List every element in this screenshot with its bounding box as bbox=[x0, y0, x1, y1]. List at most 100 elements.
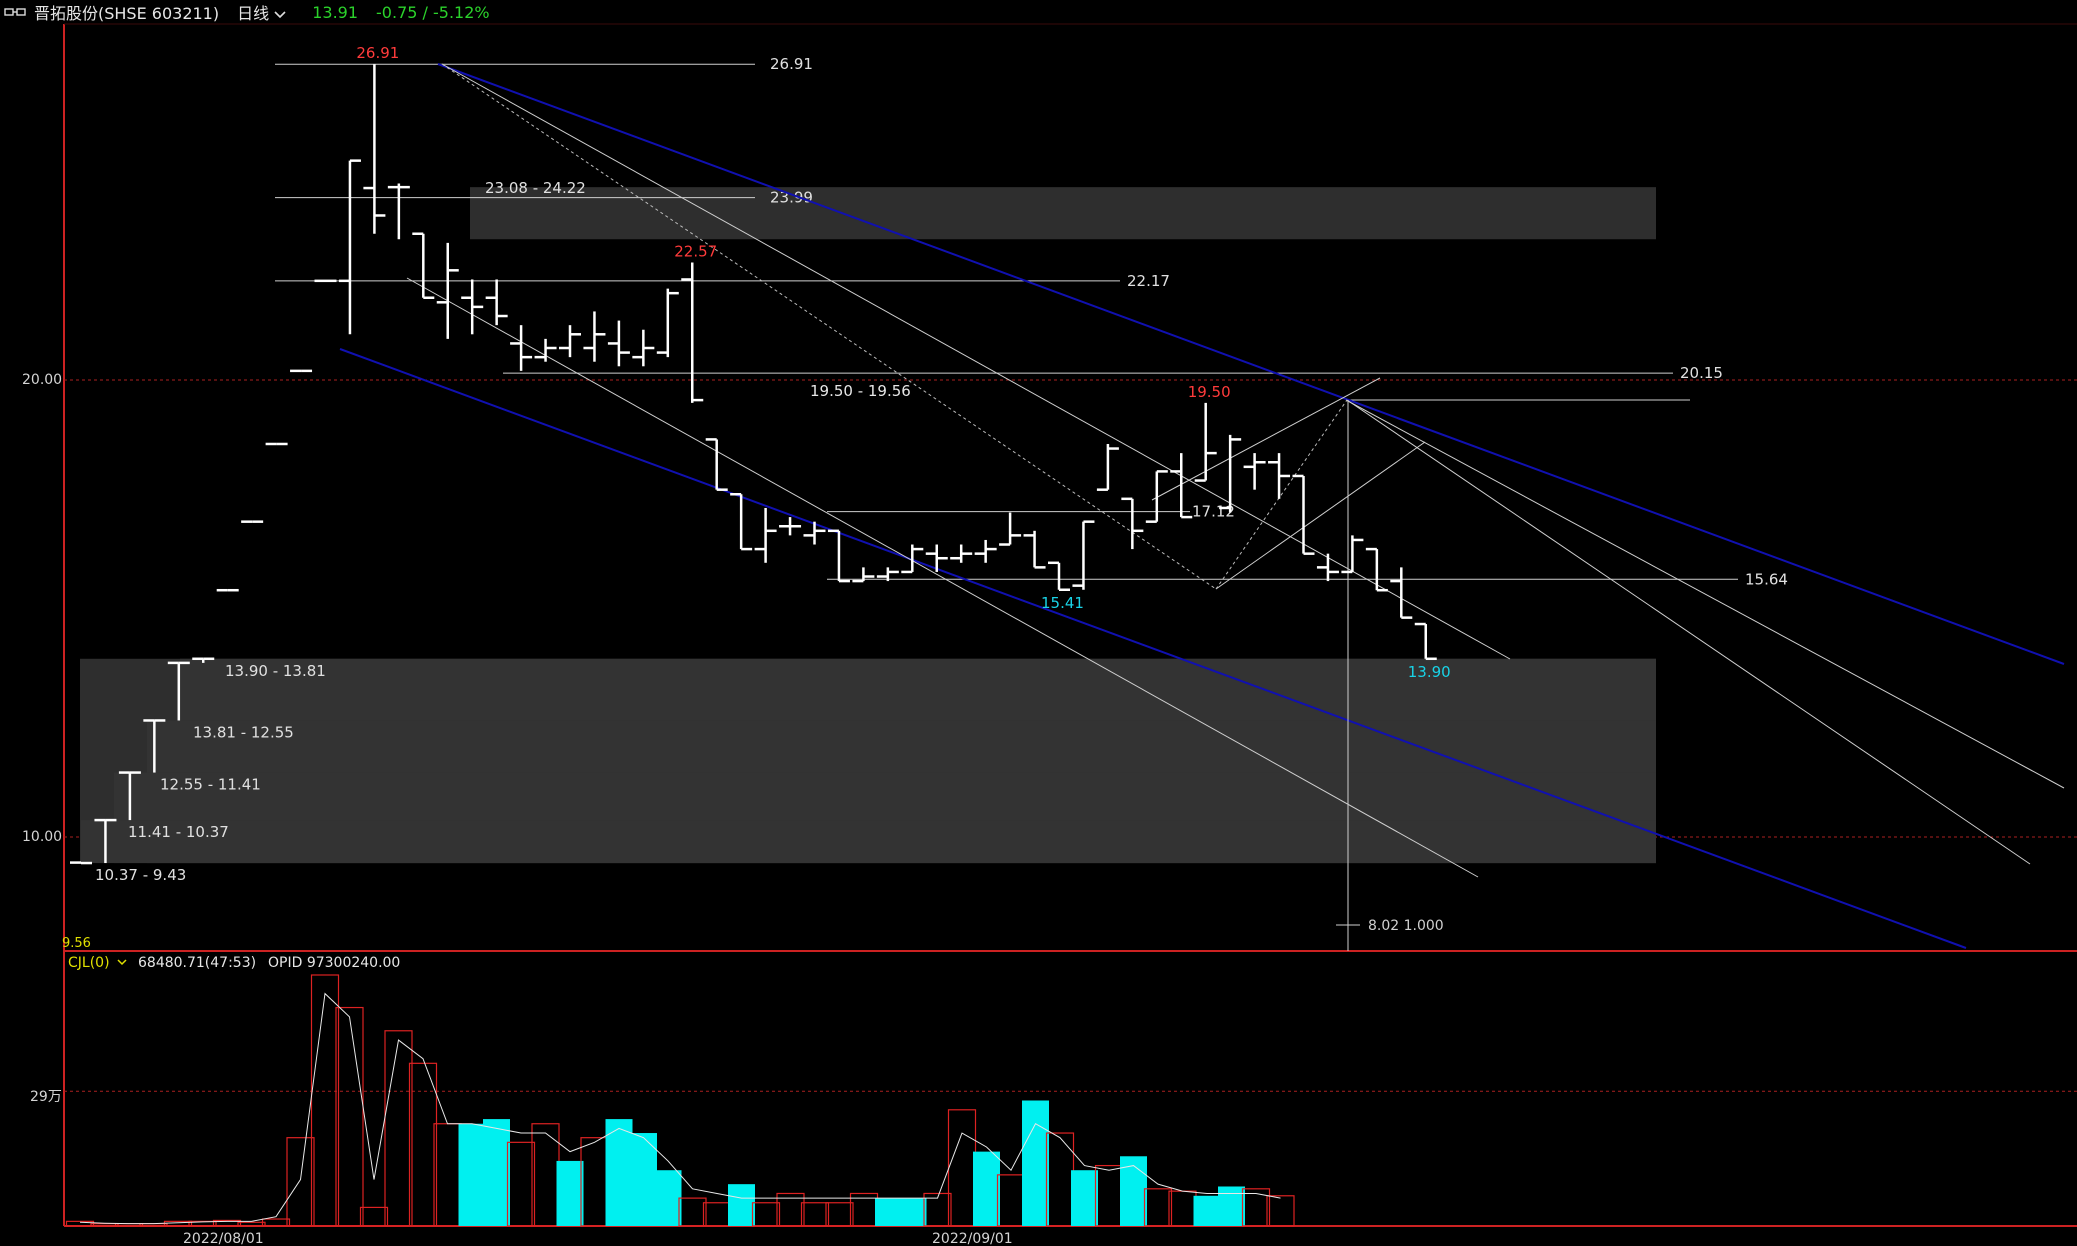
volume-bar bbox=[310, 974, 340, 1227]
fib-label: 8.02 1.000 bbox=[1368, 918, 1444, 934]
volume-ma-line bbox=[79, 992, 1281, 1225]
volume-bar bbox=[800, 1202, 830, 1227]
volume-bar bbox=[384, 1030, 413, 1227]
zone-step bbox=[81, 820, 1656, 864]
volume-bar bbox=[286, 1137, 315, 1227]
volume-bar bbox=[1094, 1164, 1124, 1227]
volume-bar bbox=[212, 1219, 242, 1227]
volume-bar bbox=[825, 1202, 854, 1227]
rising-channel-top bbox=[1151, 377, 1381, 501]
step-range-label: 13.81 - 12.55 bbox=[193, 723, 294, 741]
volume-bar bbox=[973, 1151, 1000, 1226]
trend-line-1 bbox=[406, 277, 1479, 878]
volume-indicator-opid: OPID 97300240.00 bbox=[268, 955, 400, 971]
trend-line-2 bbox=[441, 63, 1511, 660]
volume-bar bbox=[654, 1170, 682, 1226]
price-change: -0.75 / -5.12% bbox=[376, 2, 490, 22]
ohlc-bar bbox=[118, 771, 141, 821]
ohlc-bar bbox=[1072, 520, 1095, 590]
price-level-label: 23.99 bbox=[770, 189, 813, 207]
ohlc-bar bbox=[559, 325, 581, 358]
volume-bar bbox=[1022, 1100, 1049, 1226]
ohlc-bar bbox=[1145, 470, 1168, 523]
ohlc-bar bbox=[510, 325, 533, 371]
trend-line-3 bbox=[1346, 399, 2031, 865]
zone-label: 23.08 - 24.22 bbox=[485, 179, 586, 197]
chevron-down-icon[interactable] bbox=[117, 959, 127, 966]
stock-title: 晋拓股份(SHSE 603211) bbox=[34, 4, 220, 23]
period-label: 日线 bbox=[237, 4, 270, 23]
volume-bar bbox=[1168, 1190, 1197, 1227]
ohlc-bar bbox=[583, 311, 606, 362]
period-selector[interactable]: 日线 bbox=[237, 0, 286, 24]
ohlc-bar bbox=[485, 279, 508, 326]
volume-bar bbox=[678, 1197, 707, 1227]
volume-bar bbox=[923, 1192, 952, 1227]
price-level-label: 22.17 bbox=[1127, 272, 1170, 290]
ohlc-bar bbox=[779, 517, 802, 536]
volume-bar bbox=[335, 1006, 364, 1227]
volume-bar bbox=[751, 1202, 781, 1227]
ohlc-bar bbox=[1316, 553, 1339, 582]
ohlc-bar bbox=[754, 507, 777, 563]
ohlc-bar bbox=[1292, 474, 1315, 555]
ohlc-bar bbox=[852, 567, 875, 583]
dashed-line-2 bbox=[1215, 399, 1348, 590]
high-label: 19.50 bbox=[1188, 383, 1231, 401]
ohlc-bar bbox=[803, 521, 826, 545]
ohlc-bar bbox=[192, 657, 215, 663]
volume-bar bbox=[433, 1123, 462, 1227]
ohlc-bar bbox=[412, 232, 435, 299]
volume-bar bbox=[1266, 1195, 1295, 1227]
ohlc-bar bbox=[1268, 453, 1291, 499]
link-icon[interactable] bbox=[4, 7, 28, 17]
volume-bar bbox=[630, 1133, 657, 1226]
ohlc-bar bbox=[950, 544, 973, 563]
price-level-label: 17.12 bbox=[1192, 503, 1235, 521]
ohlc-bar bbox=[730, 493, 753, 551]
volume-bar bbox=[875, 1198, 902, 1226]
ohlc-bar bbox=[681, 262, 704, 403]
volume-bar bbox=[506, 1141, 536, 1227]
volume-bar bbox=[702, 1202, 732, 1227]
ohlc-bar bbox=[999, 512, 1022, 546]
volume-bar bbox=[458, 1123, 486, 1226]
upper-blue-channel bbox=[437, 63, 2065, 665]
volume-indicator-value: 68480.71(47:53) bbox=[138, 955, 256, 971]
date-label-sep: 2022/09/01 bbox=[932, 1231, 1013, 1246]
volume-bar bbox=[483, 1119, 510, 1226]
ohlc-bar bbox=[1390, 567, 1413, 619]
volume-bar bbox=[531, 1123, 560, 1227]
price-level-label: 26.91 bbox=[770, 55, 813, 73]
chevron-down-icon bbox=[274, 11, 286, 19]
range-label: 19.50 - 19.56 bbox=[810, 382, 911, 400]
volume-bar bbox=[580, 1137, 609, 1227]
volume-bar bbox=[947, 1109, 977, 1227]
volume-bar bbox=[1071, 1170, 1098, 1226]
volume-bar bbox=[408, 1062, 438, 1227]
trend-line-4 bbox=[1345, 399, 2065, 789]
ohlc-bar bbox=[656, 288, 679, 358]
volume-bar bbox=[556, 1160, 584, 1226]
high-label: 22.57 bbox=[674, 243, 717, 261]
volume-bar bbox=[776, 1192, 805, 1227]
low-label: 15.41 bbox=[1041, 594, 1084, 612]
volume-bar bbox=[90, 1223, 119, 1227]
ohlc-bar bbox=[827, 529, 850, 583]
ohlc-bar bbox=[1414, 622, 1437, 661]
price-level-label: 15.64 bbox=[1745, 570, 1788, 588]
ohlc-bar bbox=[1121, 497, 1144, 550]
volume-bar bbox=[728, 1184, 755, 1226]
volume-indicator-name[interactable]: CJL(0) bbox=[68, 955, 110, 971]
volume-bar bbox=[1120, 1156, 1147, 1226]
supply-demand-zone bbox=[470, 187, 1656, 240]
price-tick-20: 20.00 bbox=[22, 372, 62, 388]
volume-bar bbox=[899, 1198, 927, 1226]
volume-bar bbox=[1218, 1186, 1245, 1226]
step-range-label: 11.41 - 10.37 bbox=[128, 823, 229, 841]
ohlc-bar bbox=[607, 320, 630, 367]
ohlc-bar bbox=[925, 544, 948, 572]
step-range-label: 13.90 - 13.81 bbox=[225, 662, 326, 680]
ohlc-bar bbox=[1096, 443, 1119, 491]
